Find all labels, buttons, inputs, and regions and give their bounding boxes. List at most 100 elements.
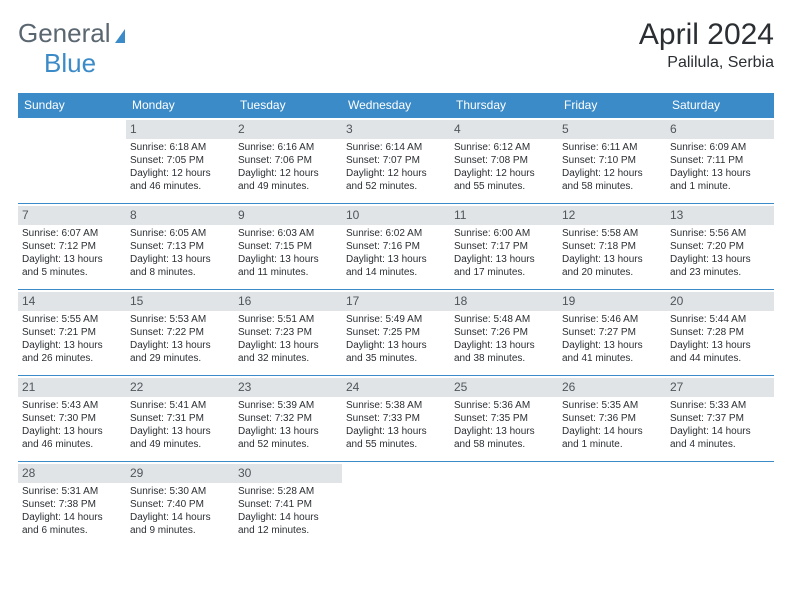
- day-info-day2: and 8 minutes.: [130, 267, 230, 280]
- day-info-sunrise: Sunrise: 5:44 AM: [670, 314, 770, 327]
- day-info-sunset: Sunset: 7:16 PM: [346, 241, 446, 254]
- day-cell: 28Sunrise: 5:31 AMSunset: 7:38 PMDayligh…: [18, 461, 126, 547]
- day-cell: 27Sunrise: 5:33 AMSunset: 7:37 PMDayligh…: [666, 375, 774, 461]
- empty-cell: [450, 461, 558, 547]
- weekday-header: Wednesday: [342, 93, 450, 117]
- day-info-sunset: Sunset: 7:08 PM: [454, 155, 554, 168]
- day-cell: 10Sunrise: 6:02 AMSunset: 7:16 PMDayligh…: [342, 203, 450, 289]
- day-info-day1: Daylight: 13 hours: [238, 254, 338, 267]
- day-info-sunrise: Sunrise: 5:30 AM: [130, 486, 230, 499]
- day-cell: 24Sunrise: 5:38 AMSunset: 7:33 PMDayligh…: [342, 375, 450, 461]
- day-info-sunrise: Sunrise: 6:00 AM: [454, 228, 554, 241]
- day-info-sunset: Sunset: 7:11 PM: [670, 155, 770, 168]
- day-info-sunset: Sunset: 7:32 PM: [238, 413, 338, 426]
- day-info-sunrise: Sunrise: 6:12 AM: [454, 142, 554, 155]
- day-info-sunrise: Sunrise: 6:16 AM: [238, 142, 338, 155]
- sail-icon: [115, 29, 125, 43]
- day-cell: 14Sunrise: 5:55 AMSunset: 7:21 PMDayligh…: [18, 289, 126, 375]
- location-label: Palilula, Serbia: [639, 54, 774, 72]
- day-info-sunrise: Sunrise: 6:09 AM: [670, 142, 770, 155]
- weekday-header: Tuesday: [234, 93, 342, 117]
- day-info-day2: and 5 minutes.: [22, 267, 122, 280]
- day-cell: 3Sunrise: 6:14 AMSunset: 7:07 PMDaylight…: [342, 117, 450, 203]
- day-info-day1: Daylight: 12 hours: [238, 168, 338, 181]
- day-info-sunrise: Sunrise: 5:43 AM: [22, 400, 122, 413]
- day-info-sunset: Sunset: 7:38 PM: [22, 499, 122, 512]
- day-info-sunrise: Sunrise: 5:56 AM: [670, 228, 770, 241]
- day-info-sunset: Sunset: 7:18 PM: [562, 241, 662, 254]
- day-info-sunrise: Sunrise: 5:33 AM: [670, 400, 770, 413]
- day-info-day2: and 23 minutes.: [670, 267, 770, 280]
- day-cell: 12Sunrise: 5:58 AMSunset: 7:18 PMDayligh…: [558, 203, 666, 289]
- day-info-day2: and 32 minutes.: [238, 353, 338, 366]
- day-info-day1: Daylight: 12 hours: [130, 168, 230, 181]
- day-info-day1: Daylight: 13 hours: [346, 340, 446, 353]
- day-info-sunrise: Sunrise: 5:55 AM: [22, 314, 122, 327]
- day-cell: 1Sunrise: 6:18 AMSunset: 7:05 PMDaylight…: [126, 117, 234, 203]
- day-cell: 11Sunrise: 6:00 AMSunset: 7:17 PMDayligh…: [450, 203, 558, 289]
- day-number: 14: [18, 292, 126, 311]
- day-number: 9: [234, 206, 342, 225]
- day-info-day2: and 4 minutes.: [670, 439, 770, 452]
- day-info-day2: and 14 minutes.: [346, 267, 446, 280]
- day-number: 20: [666, 292, 774, 311]
- logo-part2: Blue: [44, 48, 96, 78]
- day-info-day1: Daylight: 14 hours: [562, 426, 662, 439]
- day-info-day2: and 35 minutes.: [346, 353, 446, 366]
- calendar-grid: SundayMondayTuesdayWednesdayThursdayFrid…: [18, 93, 774, 547]
- day-info-sunset: Sunset: 7:37 PM: [670, 413, 770, 426]
- day-info-day2: and 1 minute.: [670, 181, 770, 194]
- day-number: 19: [558, 292, 666, 311]
- day-info-sunset: Sunset: 7:31 PM: [130, 413, 230, 426]
- day-info-sunrise: Sunrise: 5:31 AM: [22, 486, 122, 499]
- day-info-day2: and 58 minutes.: [562, 181, 662, 194]
- empty-cell: [342, 461, 450, 547]
- day-info-day2: and 17 minutes.: [454, 267, 554, 280]
- day-number: 22: [126, 378, 234, 397]
- day-info-sunrise: Sunrise: 6:02 AM: [346, 228, 446, 241]
- day-info-day2: and 29 minutes.: [130, 353, 230, 366]
- day-info-day2: and 12 minutes.: [238, 525, 338, 538]
- day-info-day1: Daylight: 14 hours: [130, 512, 230, 525]
- day-info-day2: and 6 minutes.: [22, 525, 122, 538]
- day-number: 3: [342, 120, 450, 139]
- day-info-day1: Daylight: 13 hours: [454, 254, 554, 267]
- day-info-sunrise: Sunrise: 6:14 AM: [346, 142, 446, 155]
- day-info-sunset: Sunset: 7:20 PM: [670, 241, 770, 254]
- day-info-day2: and 49 minutes.: [130, 439, 230, 452]
- day-number: 24: [342, 378, 450, 397]
- day-info-sunrise: Sunrise: 6:11 AM: [562, 142, 662, 155]
- day-info-day1: Daylight: 13 hours: [238, 426, 338, 439]
- day-info-sunset: Sunset: 7:05 PM: [130, 155, 230, 168]
- day-cell: 30Sunrise: 5:28 AMSunset: 7:41 PMDayligh…: [234, 461, 342, 547]
- logo-part1: General: [18, 18, 111, 49]
- day-info-day2: and 44 minutes.: [670, 353, 770, 366]
- day-info-day1: Daylight: 13 hours: [130, 254, 230, 267]
- day-info-sunrise: Sunrise: 5:39 AM: [238, 400, 338, 413]
- day-cell: 20Sunrise: 5:44 AMSunset: 7:28 PMDayligh…: [666, 289, 774, 375]
- day-info-day1: Daylight: 13 hours: [670, 254, 770, 267]
- day-info-sunrise: Sunrise: 5:46 AM: [562, 314, 662, 327]
- logo: General: [18, 18, 127, 49]
- day-info-day1: Daylight: 13 hours: [22, 340, 122, 353]
- day-info-day2: and 20 minutes.: [562, 267, 662, 280]
- day-info-day2: and 52 minutes.: [238, 439, 338, 452]
- day-info-day1: Daylight: 13 hours: [562, 340, 662, 353]
- day-info-day2: and 46 minutes.: [22, 439, 122, 452]
- day-info-day2: and 46 minutes.: [130, 181, 230, 194]
- day-cell: 8Sunrise: 6:05 AMSunset: 7:13 PMDaylight…: [126, 203, 234, 289]
- day-info-day1: Daylight: 13 hours: [670, 168, 770, 181]
- day-info-day2: and 38 minutes.: [454, 353, 554, 366]
- day-info-sunrise: Sunrise: 5:49 AM: [346, 314, 446, 327]
- day-cell: 25Sunrise: 5:36 AMSunset: 7:35 PMDayligh…: [450, 375, 558, 461]
- day-cell: 4Sunrise: 6:12 AMSunset: 7:08 PMDaylight…: [450, 117, 558, 203]
- day-cell: 6Sunrise: 6:09 AMSunset: 7:11 PMDaylight…: [666, 117, 774, 203]
- day-info-day1: Daylight: 12 hours: [346, 168, 446, 181]
- day-cell: 18Sunrise: 5:48 AMSunset: 7:26 PMDayligh…: [450, 289, 558, 375]
- day-number: 15: [126, 292, 234, 311]
- day-cell: 2Sunrise: 6:16 AMSunset: 7:06 PMDaylight…: [234, 117, 342, 203]
- day-info-day1: Daylight: 13 hours: [22, 426, 122, 439]
- empty-cell: [666, 461, 774, 547]
- day-info-day1: Daylight: 14 hours: [22, 512, 122, 525]
- day-info-day2: and 1 minute.: [562, 439, 662, 452]
